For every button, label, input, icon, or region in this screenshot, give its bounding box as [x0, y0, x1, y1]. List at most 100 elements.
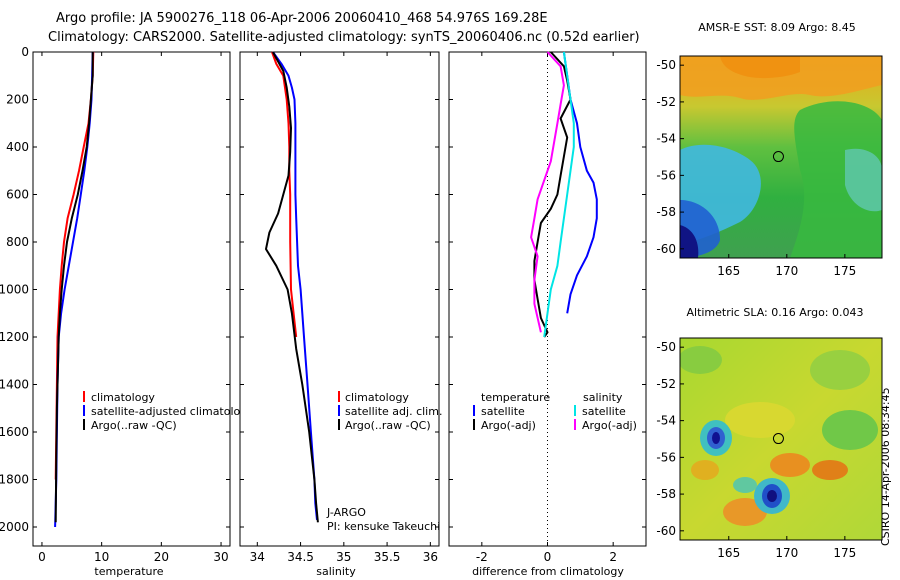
difference-plot: -2 0 2 [449, 51, 646, 564]
sla-map-panel: Altimetric SLA: 0.16 Argo: 0.043 165 170 1… [656, 306, 883, 560]
y-tick-label: 1200 [0, 330, 29, 344]
x-tick-label: 165 [717, 264, 740, 278]
figure-title-line1: Argo profile: JA 5900276_118 06-Apr-2006… [56, 11, 548, 26]
legend-label-satellite-adjusted: satellite-adjusted climatology [91, 405, 254, 418]
y-tick-label: 1600 [0, 425, 29, 439]
sst-field [680, 56, 882, 258]
series-salinity-satellite [543, 51, 575, 338]
sla-high [723, 498, 767, 526]
sst-orange-core [720, 56, 800, 79]
legend-label-climatology: climatology [345, 391, 409, 404]
x-tick-label: 0 [38, 550, 46, 564]
y-tick-label: -50 [656, 58, 676, 72]
sla-high [770, 453, 810, 477]
legend-label-temp-argo: Argo(-adj) [481, 419, 536, 432]
legend-label-temp-satellite: satellite [481, 405, 525, 418]
x-tick-label: 35 [336, 550, 351, 564]
y-tick-label: -60 [656, 524, 676, 538]
y-tick-label: -56 [656, 168, 676, 182]
x-tick-label: -2 [476, 550, 488, 564]
legend-label-argo: Argo(..raw -QC) [91, 419, 177, 432]
temperature-legend: climatology satellite-adjusted climatolo… [83, 391, 254, 432]
x-tick-label: 36 [423, 550, 438, 564]
y-tick-label: -58 [656, 487, 676, 501]
sla-high [812, 460, 848, 480]
x-tick-label: 2 [609, 550, 617, 564]
difference-axes-box [448, 51, 647, 547]
y-tick-label: -52 [656, 95, 676, 109]
y-tick-label: -58 [656, 205, 676, 219]
y-tick-label: 600 [6, 188, 29, 202]
y-tick-label: 2000 [0, 520, 29, 534]
series-argo-raw-qc [54, 52, 94, 523]
y-tick-label: 800 [6, 235, 29, 249]
legend-label-sal-satellite: satellite [582, 405, 626, 418]
argo-float-marker [772, 433, 784, 445]
argo-float-marker [772, 151, 784, 163]
y-tick-label: -60 [656, 242, 676, 256]
series-argo-raw-qc [265, 51, 319, 523]
y-tick-label: -50 [656, 340, 676, 354]
sla-patch [810, 350, 870, 390]
x-tick-label: 34 [250, 550, 265, 564]
x-tick-label: 175 [833, 546, 856, 560]
sla-axes: 165 170 175 -50 -52 -54 -56 -58 -60 [656, 340, 856, 560]
y-tick-label: 1000 [0, 283, 29, 297]
legend-heading-temperature: temperature [481, 391, 550, 404]
legend-label-satellite-adj: satellite adj. clim. [345, 405, 442, 418]
temperature-panel: 0 10 20 30 0 200 400 600 800 1000 1200 1400 1600 1800… [0, 45, 254, 578]
difference-panel: -2 0 2 temperature satellite Argo(-adj) sa… [448, 51, 647, 578]
salinity-axes-box [239, 51, 440, 547]
y-tick-label: 400 [6, 140, 29, 154]
legend-heading-salinity: salinity [583, 391, 623, 404]
sst-axes-box [679, 55, 883, 259]
difference-xlabel: difference from climatology [472, 565, 624, 578]
x-tick-label: 20 [154, 550, 169, 564]
sla-low-core [712, 432, 720, 444]
legend-label-sal-argo: Argo(-adj) [582, 419, 637, 432]
temperature-plot: 0 10 20 30 0 200 400 600 800 1000 1200 1400 1600 1800… [0, 45, 230, 564]
series-satellite-adj-clim [272, 51, 318, 521]
x-tick-label: 165 [717, 546, 740, 560]
salinity-xlabel: salinity [316, 565, 356, 578]
x-tick-label: 175 [833, 264, 856, 278]
salinity-panel: 34 34.5 35 35.5 36 climatology satellite adj… [239, 51, 442, 578]
temperature-axes-box [32, 51, 231, 547]
sst-map-panel: AMSR-E SST: 8.09 Argo: 8.45 165 170 175 -50… [656, 21, 883, 278]
sla-field [680, 338, 882, 540]
sla-low-core [767, 490, 777, 502]
float-pi: PI: kensuke Takeuchi [327, 520, 440, 533]
x-tick-label: 0 [544, 550, 552, 564]
float-program: J-ARGO [326, 506, 366, 519]
y-tick-label: 1800 [0, 473, 29, 487]
salinity-plot: 34 34.5 35 35.5 36 [240, 51, 439, 564]
y-tick-label: 200 [6, 93, 29, 107]
x-tick-label: 35.5 [374, 550, 401, 564]
legend-label-climatology: climatology [91, 391, 155, 404]
x-tick-label: 170 [775, 264, 798, 278]
sst-light-east [845, 148, 882, 212]
y-tick-label: -52 [656, 377, 676, 391]
sla-patch [822, 410, 878, 450]
sla-patch [725, 402, 795, 438]
x-tick-label: 30 [213, 550, 228, 564]
figure-title-line2: Climatology: CARS2000. Satellite-adjuste… [48, 30, 640, 45]
sla-cool [733, 477, 757, 493]
sla-axes-box [679, 337, 883, 541]
y-tick-label: -56 [656, 450, 676, 464]
sla-map-title: Altimetric SLA: 0.16 Argo: 0.043 [686, 306, 863, 319]
y-tick-label: -54 [656, 132, 676, 146]
sst-green-east [790, 101, 882, 258]
sla-high [691, 460, 719, 480]
sst-deep-cold [680, 225, 699, 258]
y-tick-label: 1400 [0, 378, 29, 392]
difference-legend: temperature satellite Argo(-adj) salinit… [473, 391, 637, 432]
legend-label-argo: Argo(..raw -QC) [345, 419, 431, 432]
sst-axes: 165 170 175 -50 -52 -54 -56 -58 -60 [656, 58, 856, 278]
sst-map-title: AMSR-E SST: 8.09 Argo: 8.45 [698, 21, 856, 34]
temperature-xlabel: temperature [94, 565, 163, 578]
salinity-legend: climatology satellite adj. clim. Argo(..… [338, 391, 442, 432]
series-salinity-argo-adj [530, 51, 565, 333]
y-tick-label: 0 [21, 45, 29, 59]
